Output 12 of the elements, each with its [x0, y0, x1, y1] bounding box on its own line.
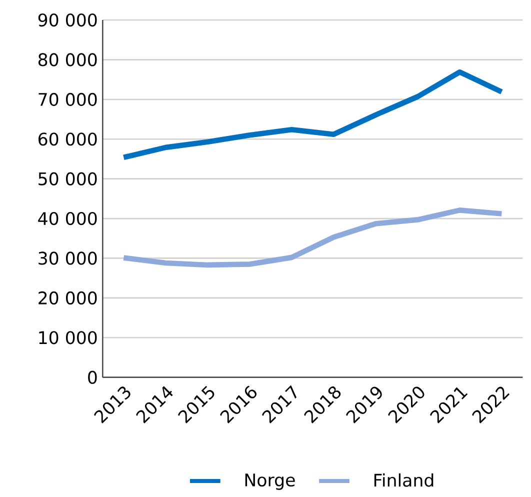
- y-tick-label: 0: [88, 370, 97, 384]
- y-tick-label: 50 000: [38, 172, 97, 186]
- y-tick-label: 10 000: [39, 331, 97, 344]
- y-tick-label: 30 000: [38, 252, 97, 265]
- y-tick-label: 80 000: [38, 53, 97, 66]
- legend-label: Finland: [374, 473, 434, 487]
- y-tick-label: 40 000: [38, 212, 97, 226]
- y-tick-label: 90 000: [38, 13, 97, 27]
- y-tick-label: 20 000: [38, 291, 97, 304]
- y-tick-label: 70 000: [38, 92, 97, 106]
- y-tick-label: 60 000: [38, 132, 97, 146]
- legend-label: Norge: [245, 474, 295, 490]
